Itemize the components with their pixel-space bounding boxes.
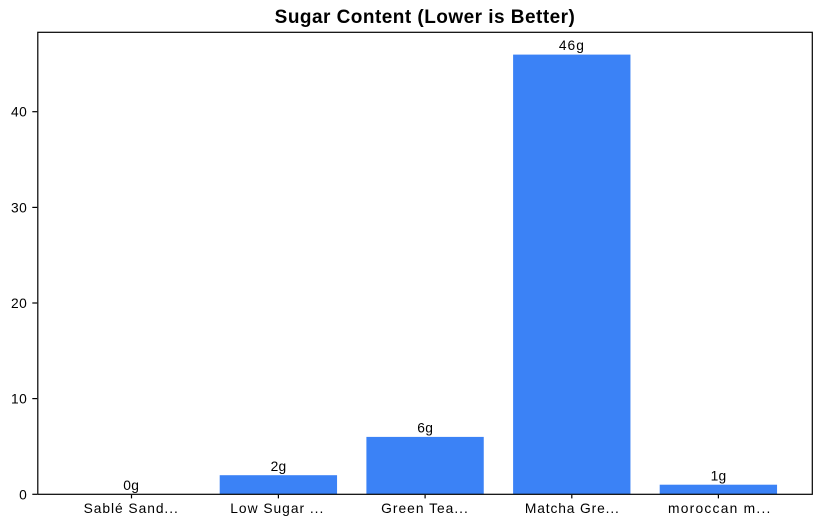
svg-text:0: 0 xyxy=(19,487,27,502)
svg-text:1g: 1g xyxy=(711,468,727,483)
svg-text:Sugar Content (Lower is Better: Sugar Content (Lower is Better) xyxy=(275,7,576,28)
svg-text:Matcha Gre...: Matcha Gre... xyxy=(525,501,620,516)
svg-text:40: 40 xyxy=(11,105,27,120)
svg-text:2g: 2g xyxy=(271,459,287,474)
svg-text:0g: 0g xyxy=(123,478,139,493)
svg-text:20: 20 xyxy=(11,296,27,311)
svg-text:6g: 6g xyxy=(417,421,433,436)
svg-text:moroccan m...: moroccan m... xyxy=(668,501,772,516)
svg-text:Sablé Sand...: Sablé Sand... xyxy=(84,501,179,516)
svg-text:46g: 46g xyxy=(559,38,585,53)
svg-text:30: 30 xyxy=(11,200,27,215)
svg-text:Low Sugar ...: Low Sugar ... xyxy=(230,501,324,516)
svg-text:Green Tea...: Green Tea... xyxy=(381,501,469,516)
svg-text:10: 10 xyxy=(11,392,27,407)
